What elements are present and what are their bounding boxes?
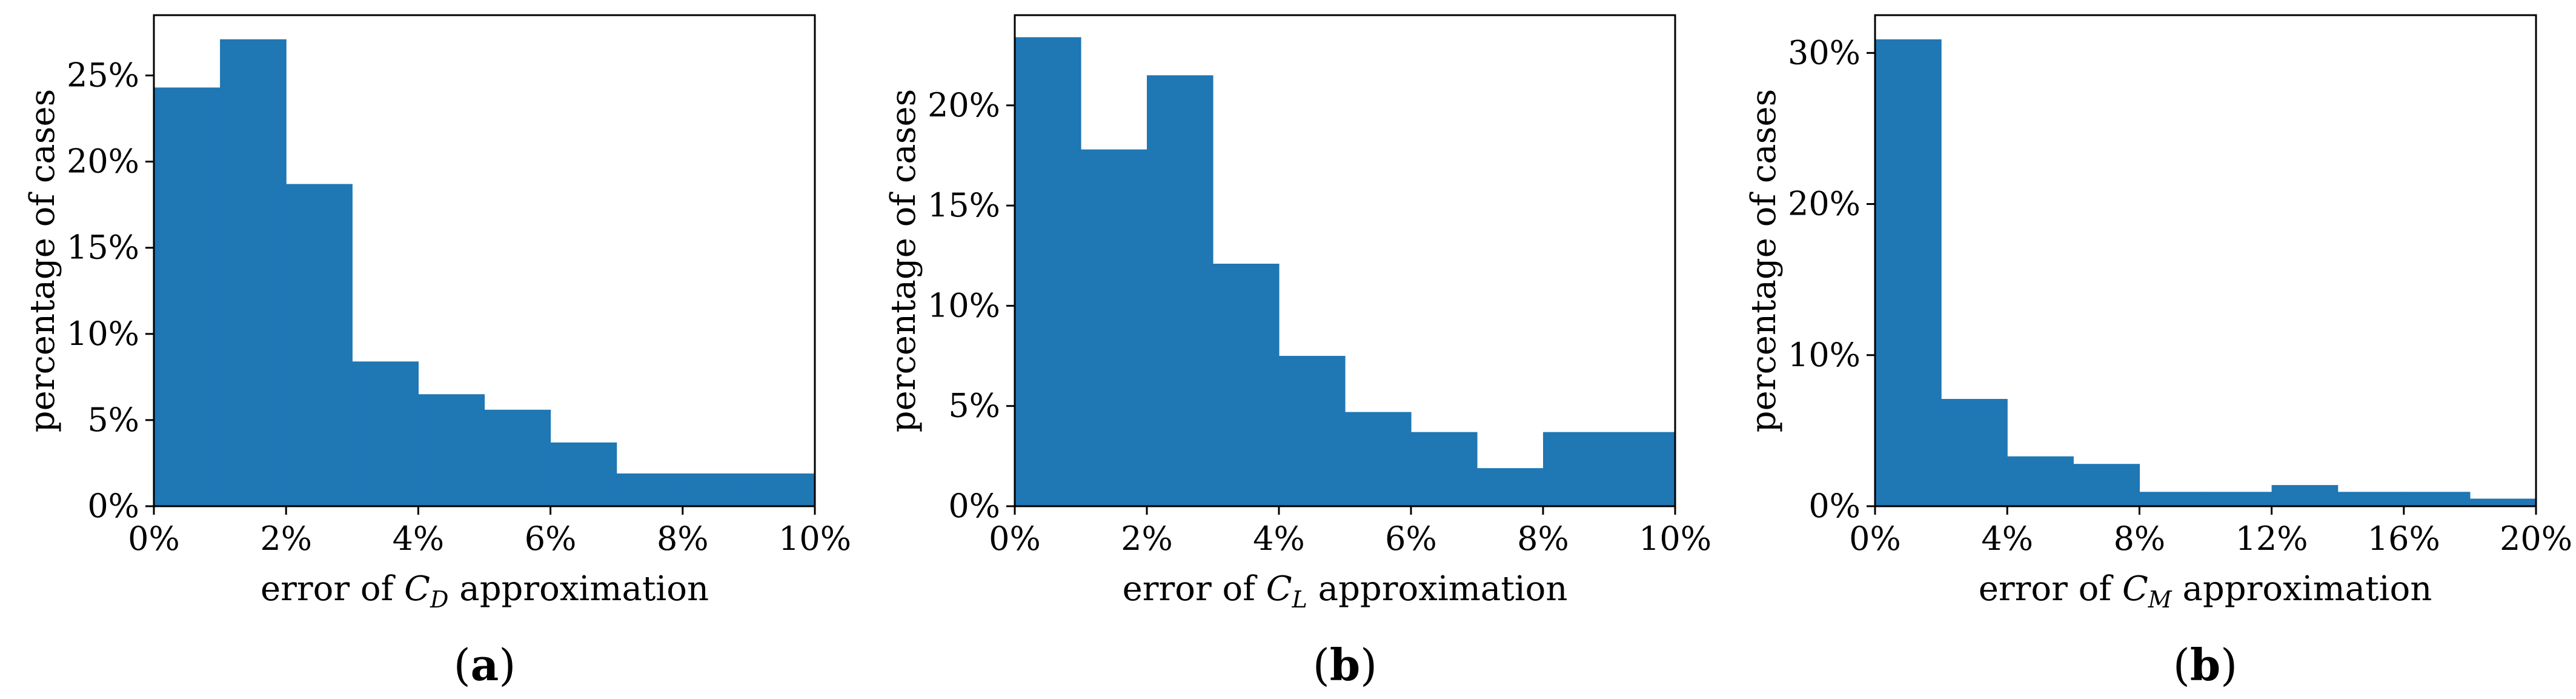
- panel-label: (b): [2173, 639, 2238, 691]
- histogram-bar: [2139, 492, 2206, 506]
- axes-frame: [1014, 14, 1676, 507]
- histogram-bar: [616, 473, 683, 506]
- y-tick-label: 25%: [67, 56, 139, 94]
- histogram-bar: [1941, 399, 2008, 506]
- x-tick-label: 4%: [393, 520, 445, 558]
- y-axis-label: percentage of cases: [23, 89, 62, 433]
- x-axis-label: error of CM approximation: [1979, 569, 2432, 613]
- x-axis-label: error of CL approximation: [1123, 569, 1568, 613]
- histogram-bar: [484, 409, 551, 506]
- histogram-bar: [418, 394, 485, 506]
- y-tick-label: 5%: [87, 401, 139, 439]
- histogram-bar: [1543, 432, 1610, 506]
- x-tick-label: 0%: [1849, 520, 1901, 558]
- y-tick-label: 10%: [1788, 336, 1861, 374]
- panel-b-cl: 0% 2% 4% 6% 8% 10% 0% 5% 10% 15% 20% error of CL ap…: [884, 14, 1711, 691]
- axes-frame: [1874, 14, 2537, 507]
- x-tick-label: 2%: [260, 520, 312, 558]
- x-tick-label: 10%: [778, 520, 851, 558]
- histogram-bar: [2469, 498, 2537, 506]
- histogram-bar: [352, 361, 419, 506]
- y-tick-label: 0%: [1808, 487, 1861, 525]
- histogram-bar: [1147, 75, 1213, 507]
- x-tick-label: 12%: [2236, 520, 2308, 558]
- x-tick-label: 10%: [1639, 520, 1711, 558]
- histogram-bar: [2007, 456, 2074, 506]
- y-tick-label: 30%: [1788, 33, 1861, 72]
- histogram-bar: [1345, 412, 1412, 506]
- axes-frame: [153, 14, 816, 507]
- y-axis-label: percentage of cases: [884, 89, 923, 433]
- y-tick-label: 15%: [67, 229, 139, 267]
- histogram-bar: [1279, 356, 1346, 506]
- x-tick-label: 20%: [2500, 520, 2572, 558]
- x-tick-label: 0%: [989, 520, 1041, 558]
- histogram-bar: [286, 184, 353, 506]
- x-tick-label: 0%: [128, 520, 180, 558]
- histogram-bar: [1609, 432, 1676, 506]
- histogram-bar: [1411, 432, 1478, 506]
- x-tick-label: 6%: [1385, 520, 1437, 558]
- panel-label: (b): [1313, 639, 1378, 691]
- histogram-bar: [154, 87, 221, 507]
- y-tick-label: 20%: [1788, 185, 1861, 223]
- x-tick-label: 2%: [1121, 520, 1173, 558]
- y-axis-label: percentage of cases: [1744, 89, 1784, 433]
- y-tick-label: 15%: [928, 186, 1000, 224]
- panel-label: (a): [454, 639, 516, 691]
- x-tick-label: 8%: [657, 520, 709, 558]
- panel-a: 0% 2% 4% 6% 8% 10% 0% 5% 10% 15% 20% 25% error of CD…: [23, 14, 851, 691]
- x-tick-label: 4%: [1253, 520, 1305, 558]
- x-tick-label: 6%: [525, 520, 577, 558]
- histogram-bar: [2271, 485, 2339, 506]
- histogram-bar: [550, 442, 617, 506]
- y-tick-label: 10%: [67, 315, 139, 353]
- histogram-bar: [220, 39, 287, 506]
- panel-b-cm: 0% 4% 8% 12% 16% 20% 0% 10% 20% 30% error of CM ap…: [1744, 14, 2572, 691]
- histogram-bar: [1213, 263, 1280, 506]
- x-tick-label: 16%: [2368, 520, 2440, 558]
- histogram-bar: [2205, 492, 2272, 506]
- histogram-bar: [2403, 492, 2471, 506]
- histogram-bar: [2337, 492, 2405, 506]
- histogram-bar: [682, 473, 749, 506]
- histogram-bar: [1081, 149, 1147, 507]
- x-tick-label: 8%: [2114, 520, 2166, 558]
- y-tick-label: 20%: [928, 86, 1000, 124]
- x-tick-label: 8%: [1517, 520, 1569, 558]
- histogram-bar: [1015, 37, 1081, 506]
- histogram-bar: [748, 473, 815, 506]
- y-tick-label: 0%: [948, 487, 1000, 525]
- histogram-bar: [1477, 468, 1544, 506]
- histogram-bar: [2073, 464, 2140, 506]
- x-tick-label: 4%: [1981, 520, 2033, 558]
- histogram-bar: [1875, 39, 1942, 506]
- y-tick-label: 5%: [948, 387, 1000, 425]
- y-tick-label: 10%: [928, 286, 1000, 324]
- y-tick-label: 0%: [87, 487, 139, 525]
- y-tick-label: 20%: [67, 142, 139, 181]
- x-axis-label: error of CD approximation: [261, 569, 709, 613]
